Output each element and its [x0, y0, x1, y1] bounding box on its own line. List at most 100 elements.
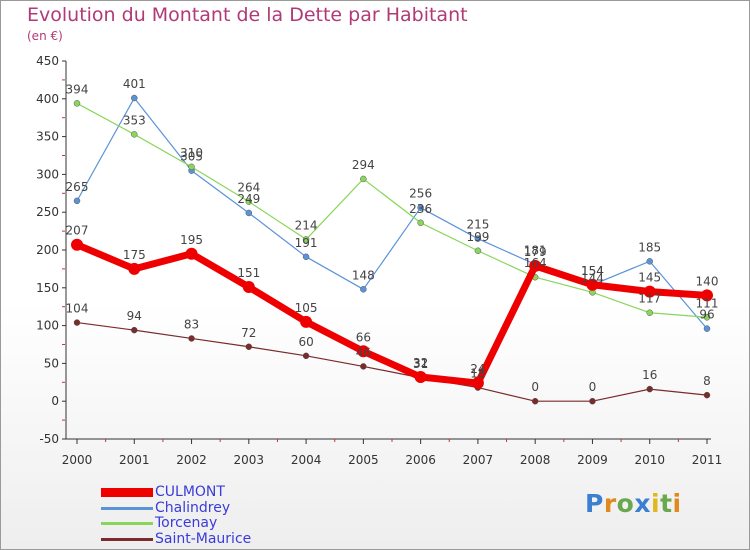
- data-label-saint-maurice: 16: [642, 368, 657, 382]
- data-label-chalindrey: 256: [409, 187, 432, 201]
- y-tick-label: 200: [36, 243, 59, 257]
- chart-unit: (en €): [27, 29, 63, 43]
- data-label-torcenay: 310: [180, 146, 203, 160]
- data-label-saint-maurice: 0: [531, 380, 539, 394]
- data-point-saint-maurice: [245, 343, 253, 351]
- x-tick-label: 2006: [405, 453, 436, 467]
- data-point-torcenay: [703, 314, 711, 321]
- data-point-chalindrey: [245, 209, 253, 217]
- data-label-chalindrey: 185: [638, 240, 661, 254]
- chart-title: Evolution du Montant de la Dette par Hab…: [27, 4, 468, 26]
- data-point-culmont: [128, 262, 141, 275]
- y-tick-label: 400: [36, 92, 59, 106]
- data-label-culmont: 179: [524, 245, 547, 259]
- data-point-saint-maurice: [73, 319, 81, 326]
- logo-letter: o: [616, 489, 635, 518]
- data-label-culmont: 105: [295, 301, 318, 315]
- data-point-saint-maurice: [131, 326, 138, 334]
- data-point-saint-maurice: [360, 363, 367, 370]
- data-label-torcenay: 294: [352, 158, 375, 172]
- legend-swatch-torcenay: [101, 522, 153, 526]
- legend-swatch-chalindrey: [101, 506, 153, 510]
- data-point-torcenay: [417, 219, 424, 227]
- data-point-saint-maurice: [703, 391, 711, 399]
- data-label-chalindrey: 249: [237, 192, 260, 206]
- legend-item-saint-maurice: Saint-Maurice: [101, 531, 251, 548]
- data-label-saint-maurice: 31: [413, 357, 428, 371]
- logo-letter: x: [634, 489, 651, 518]
- data-label-culmont: 140: [696, 274, 719, 288]
- data-point-saint-maurice: [302, 352, 310, 360]
- series-line-saint-maurice: [76, 321, 708, 402]
- data-label-saint-maurice: 8: [703, 374, 711, 388]
- x-tick-label: 2005: [348, 453, 379, 467]
- logo-letter: t: [660, 489, 673, 518]
- data-label-torcenay: 144: [581, 271, 604, 285]
- data-label-saint-maurice: 94: [127, 309, 142, 323]
- x-tick-label: 2001: [119, 453, 150, 467]
- data-point-torcenay: [360, 175, 367, 183]
- y-tick-label: 50: [44, 356, 59, 370]
- data-label-torcenay: 394: [66, 82, 89, 96]
- legend-item-chalindrey: Chalindrey: [101, 499, 251, 517]
- y-tick-label: 350: [36, 130, 59, 144]
- data-point-torcenay: [646, 309, 653, 316]
- x-tick-label: 2004: [291, 453, 322, 467]
- proxiti-logo: Proxiti: [585, 489, 682, 518]
- series-line-culmont: [73, 241, 711, 387]
- data-point-chalindrey: [646, 258, 653, 265]
- data-label-saint-maurice: 46: [356, 345, 371, 359]
- data-label-culmont: 175: [123, 248, 146, 262]
- data-label-chalindrey: 305: [180, 150, 203, 164]
- data-point-culmont: [242, 281, 255, 294]
- x-tick-label: 2009: [577, 453, 608, 467]
- logo-letter: P: [585, 489, 604, 518]
- data-point-chalindrey: [417, 204, 424, 211]
- data-label-saint-maurice: 72: [241, 326, 256, 340]
- logo-letter: i: [672, 489, 682, 518]
- data-label-chalindrey: 215: [466, 218, 489, 232]
- logo-letter: i: [651, 489, 661, 518]
- data-label-saint-maurice: 0: [589, 380, 597, 394]
- data-point-culmont: [300, 315, 313, 328]
- data-point-culmont: [414, 371, 427, 384]
- data-label-culmont: 32: [413, 356, 428, 370]
- legend-item-torcenay: Torcenay: [101, 516, 251, 532]
- data-label-saint-maurice: 104: [66, 302, 89, 316]
- data-point-torcenay: [188, 163, 195, 171]
- data-label-culmont: 145: [638, 271, 661, 285]
- data-point-saint-maurice: [188, 335, 195, 342]
- data-point-torcenay: [245, 198, 253, 205]
- logo-letter: r: [603, 489, 617, 518]
- data-point-culmont: [643, 285, 656, 298]
- data-label-torcenay: 199: [466, 230, 489, 244]
- data-point-chalindrey: [360, 286, 367, 293]
- x-tick-label: 2011: [692, 453, 723, 467]
- legend-item-culmont: CULMONT: [101, 485, 251, 501]
- data-label-culmont: 66: [356, 330, 371, 344]
- data-point-chalindrey: [703, 325, 711, 332]
- data-point-culmont: [529, 259, 542, 272]
- y-tick-label: 300: [36, 167, 59, 181]
- data-label-torcenay: 117: [638, 292, 661, 306]
- data-label-torcenay: 264: [237, 181, 260, 195]
- legend-swatch-saint-maurice: [101, 537, 153, 541]
- data-label-torcenay: 214: [295, 218, 318, 232]
- data-label-saint-maurice: 60: [298, 335, 313, 349]
- x-tick-label: 2008: [520, 453, 551, 467]
- series-line-torcenay: [76, 102, 708, 318]
- legend-label-culmont: CULMONT: [155, 484, 225, 501]
- data-label-culmont: 154: [581, 264, 604, 278]
- data-point-saint-maurice: [646, 385, 653, 393]
- data-label-chalindrey: 154: [581, 264, 604, 278]
- data-point-chalindrey: [73, 197, 81, 205]
- data-point-torcenay: [73, 100, 81, 107]
- series-line-chalindrey: [76, 97, 708, 330]
- data-label-torcenay: 236: [409, 202, 432, 216]
- y-tick-label: 450: [36, 54, 59, 68]
- data-label-chalindrey: 401: [123, 77, 146, 91]
- legend-label-torcenay: Torcenay: [155, 515, 218, 532]
- y-tick-label: 150: [36, 281, 59, 295]
- legend-label-chalindrey: Chalindrey: [155, 499, 231, 516]
